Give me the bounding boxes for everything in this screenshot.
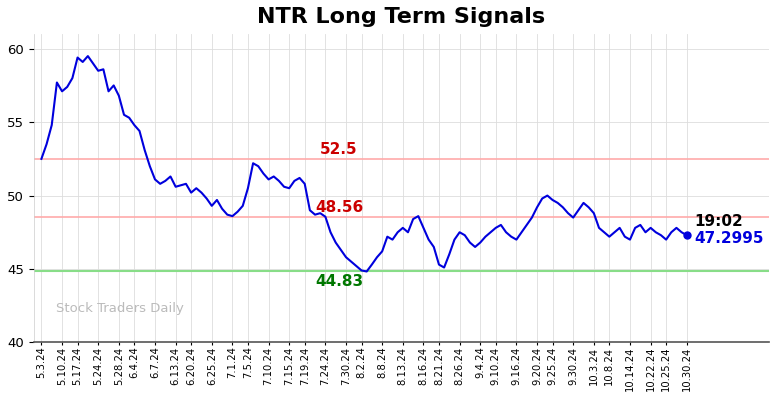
Title: NTR Long Term Signals: NTR Long Term Signals: [257, 7, 546, 27]
Text: Stock Traders Daily: Stock Traders Daily: [56, 302, 183, 314]
Text: 47.2995: 47.2995: [695, 230, 764, 246]
Text: 44.83: 44.83: [315, 274, 363, 289]
Text: 48.56: 48.56: [315, 200, 363, 215]
Text: 19:02: 19:02: [695, 215, 743, 229]
Text: 52.5: 52.5: [320, 142, 358, 158]
